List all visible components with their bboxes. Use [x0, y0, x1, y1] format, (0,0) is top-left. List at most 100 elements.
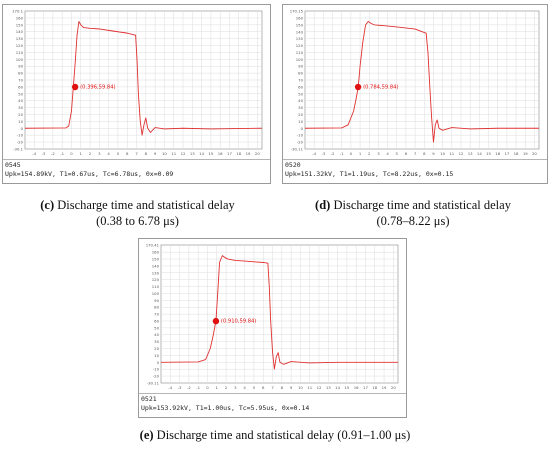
y-tick-label: 160 — [296, 15, 304, 20]
y-tick-label: 70 — [154, 312, 159, 317]
x-tick-label: 13 — [468, 151, 473, 156]
y-tick-label: 30 — [298, 105, 303, 110]
marker-label: (0.784,59.84) — [363, 85, 398, 91]
y-tick-label: 0 — [301, 126, 304, 131]
y-min-label: -30.11 — [291, 147, 304, 152]
y-tick-label: -10 — [17, 133, 24, 138]
measurement-info: Upk=154.89kV, T1=0.67us, Tc=6.78us, 0x=0… — [5, 170, 174, 178]
x-tick-label: -3 — [42, 151, 46, 156]
x-tick-label: 11 — [307, 385, 312, 390]
info-separator — [283, 159, 547, 160]
marker-point — [212, 317, 220, 325]
caption-c-line2: (0.38 to 6.78 μs) — [96, 214, 179, 228]
oscillogram-panel-d: 160 150 140 130 120 110 100 90 80 70 60 50 40 30 20 10 0… — [282, 4, 548, 184]
x-tick-label: 18 — [372, 385, 377, 390]
caption-d-letter: (d) — [315, 198, 331, 212]
x-tick-label: 8 — [281, 385, 284, 390]
y-tick-label: 60 — [298, 84, 303, 89]
y-tick-label: 150 — [16, 22, 24, 27]
x-tick-label: 6 — [405, 151, 408, 156]
y-tick-label: -10 — [153, 367, 160, 372]
x-tick-label: -1 — [340, 151, 344, 156]
waveform-line — [304, 20, 539, 143]
caption-c: (c) Discharge time and statistical delay… — [0, 197, 275, 229]
x-tick-label: 7 — [271, 385, 274, 390]
y-tick-label: 140 — [152, 263, 160, 268]
x-tick-label: 16 — [354, 385, 359, 390]
x-tick-label: 15 — [208, 151, 213, 156]
marker-point — [71, 83, 79, 91]
y-tick-label: 50 — [154, 325, 159, 330]
x-tick-label: 12 — [317, 385, 322, 390]
y-tick-label: 20 — [298, 112, 303, 117]
marker-label: (0.396,59.84) — [80, 85, 115, 91]
measurement-info: Upk=153.92kV, T1=1.00us, Tc=5.95us, 0x=0… — [141, 404, 310, 412]
y-tick-label: 10 — [18, 119, 23, 124]
y-min-label: -30.11 — [147, 381, 160, 386]
x-tick-label: 14 — [335, 385, 340, 390]
x-tick-label: 0 — [70, 151, 73, 156]
x-tick-label: 14 — [477, 151, 482, 156]
y-tick-label: 50 — [18, 91, 23, 96]
info-separator — [139, 393, 406, 394]
y-tick-label: -20 — [17, 140, 24, 145]
y-tick-label: 90 — [18, 64, 23, 69]
x-tick-label: 10 — [298, 385, 303, 390]
y-tick-label: 60 — [154, 318, 159, 323]
x-tick-label: 11 — [171, 151, 176, 156]
x-tick-label: 6 — [126, 151, 129, 156]
y-tick-label: 150 — [296, 22, 304, 27]
x-tick-label: 7 — [135, 151, 138, 156]
y-tick-label: 130 — [16, 36, 24, 41]
waveform-line — [24, 20, 263, 136]
y-tick-label: 20 — [154, 346, 159, 351]
y-tick-label: 40 — [154, 332, 159, 337]
caption-e: (e) Discharge time and statistical delay… — [20, 427, 530, 443]
y-max-label: 170.1 — [12, 9, 23, 14]
y-min-label: -30.1 — [13, 147, 23, 152]
x-tick-label: 5 — [117, 151, 120, 156]
y-tick-label: 40 — [298, 98, 303, 103]
x-tick-label: 16 — [218, 151, 223, 156]
oscillogram-panel-e: 160 150 140 130 120 110 100 90 80 70 60 50 40 30 20 10 0… — [138, 238, 407, 418]
y-tick-label: 160 — [152, 250, 160, 255]
caption-d-line2: (0.78–8.22 μs) — [376, 214, 450, 228]
caption-e-letter: (e) — [139, 428, 154, 442]
x-tick-label: 9 — [432, 151, 435, 156]
y-tick-label: 100 — [296, 57, 304, 62]
x-tick-label: 2 — [89, 151, 92, 156]
x-tick-label: 1 — [359, 151, 362, 156]
x-tick-label: 20 — [391, 385, 396, 390]
marker-point — [354, 83, 362, 91]
y-tick-label: 70 — [18, 78, 23, 83]
x-tick-label: 2 — [368, 151, 371, 156]
caption-d-line1: (d) Discharge time and statistical delay — [315, 198, 511, 212]
y-tick-label: 100 — [152, 291, 160, 296]
x-tick-label: 4 — [243, 385, 246, 390]
oscillogram-chart-c: 1601501401301201101009080706050403020100… — [12, 9, 263, 156]
x-tick-label: 9 — [290, 385, 293, 390]
x-tick-label: 5 — [253, 385, 256, 390]
x-tick-label: 9 — [154, 151, 157, 156]
y-tick-label: 20 — [18, 112, 23, 117]
y-tick-label: 10 — [298, 119, 303, 124]
y-tick-label: 90 — [298, 64, 303, 69]
x-tick-label: 4 — [386, 151, 389, 156]
y-tick-label: 110 — [16, 50, 24, 55]
x-tick-label: 20 — [532, 151, 537, 156]
x-tick-label: 11 — [449, 151, 454, 156]
y-tick-label: 130 — [152, 270, 160, 275]
x-tick-label: -3 — [178, 385, 182, 390]
x-tick-label: 3 — [377, 151, 380, 156]
x-tick-label: 20 — [255, 151, 260, 156]
y-tick-label: 140 — [16, 29, 24, 34]
x-tick-label: 18 — [514, 151, 519, 156]
caption-e-line1: (e) Discharge time and statistical delay… — [139, 428, 411, 442]
x-tick-label: 10 — [440, 151, 445, 156]
x-tick-label: 12 — [181, 151, 186, 156]
y-tick-label: -20 — [297, 140, 304, 145]
caption-c-line1: (c) Discharge time and statistical delay — [40, 198, 235, 212]
record-id: 0521 — [141, 395, 157, 403]
y-tick-label: 110 — [296, 50, 304, 55]
y-tick-label: 40 — [18, 98, 23, 103]
